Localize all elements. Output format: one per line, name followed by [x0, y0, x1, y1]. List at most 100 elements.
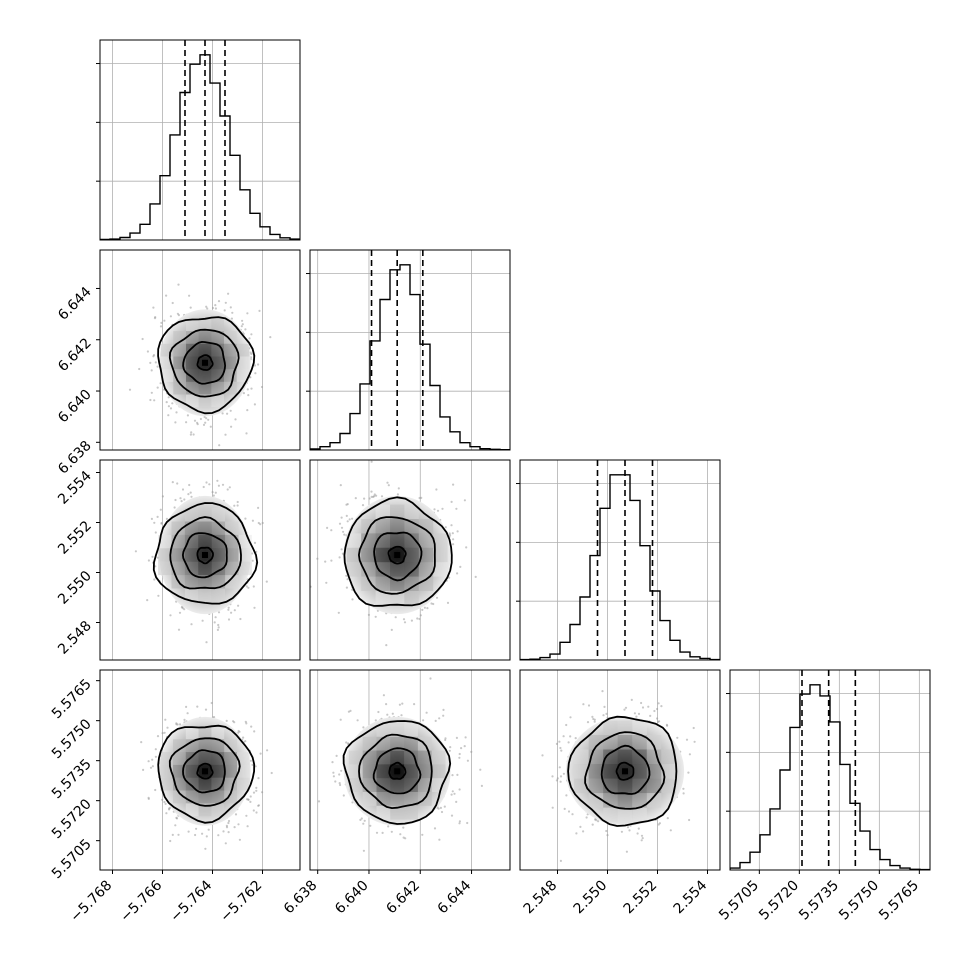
contour-level-1	[584, 731, 666, 810]
sample-point	[266, 749, 269, 752]
sample-point	[374, 615, 377, 618]
contour-level-1	[168, 737, 241, 807]
density-cell	[404, 723, 418, 737]
density-cell	[160, 777, 173, 791]
sample-point	[325, 581, 328, 584]
sample-point	[261, 521, 264, 525]
sample-point	[183, 718, 186, 722]
sample-point	[453, 792, 456, 795]
sample-point	[373, 493, 376, 496]
sample-point	[362, 726, 365, 729]
density-cell	[603, 764, 618, 779]
sample-point	[455, 800, 458, 804]
density-cell	[375, 576, 390, 591]
sample-point	[154, 361, 157, 364]
xtick-label: −5.766	[117, 877, 165, 925]
sample-point	[410, 619, 413, 622]
ytick-label: 2.550	[55, 568, 95, 608]
sample-point	[369, 824, 372, 827]
sample-point	[657, 823, 660, 826]
sample-point	[569, 716, 572, 719]
sample-point	[153, 399, 156, 402]
density-cell	[198, 318, 212, 332]
sample-point	[391, 712, 394, 715]
sample-point	[247, 798, 250, 801]
sample-point	[175, 816, 178, 820]
density-cell	[171, 548, 185, 562]
density-cell	[173, 752, 186, 765]
sample-point	[458, 788, 461, 791]
sample-point	[257, 804, 260, 807]
peak-marker	[622, 768, 628, 775]
density-cell	[158, 548, 172, 562]
density-cell	[185, 752, 199, 765]
sample-point	[163, 319, 166, 322]
density-cell	[224, 790, 237, 804]
contour-level-3	[196, 546, 214, 565]
density-cell	[404, 736, 418, 751]
sample-point	[189, 306, 192, 309]
sample-point	[370, 460, 373, 463]
sample-point	[640, 701, 643, 705]
sample-point	[403, 621, 407, 624]
contour-level-2	[182, 340, 227, 385]
sample-point	[253, 730, 256, 733]
sample-point	[257, 363, 260, 366]
density-cell	[185, 726, 199, 740]
sample-point	[177, 833, 180, 836]
sample-point	[413, 703, 416, 706]
sample-point	[210, 701, 213, 705]
contour-level-3	[388, 761, 407, 780]
sample-point	[400, 714, 403, 717]
sample-point	[227, 831, 230, 834]
sample-point	[372, 495, 375, 498]
sample-point	[244, 517, 247, 520]
sample-point	[361, 504, 365, 507]
sample-point	[187, 830, 190, 833]
density-cell	[237, 777, 250, 791]
sample-point	[420, 496, 423, 499]
sample-point	[641, 837, 644, 840]
panel-2-2	[516, 459, 721, 661]
sample-point	[394, 616, 397, 619]
density-cell	[617, 749, 633, 764]
density-cell	[198, 394, 212, 408]
xtick-label: −5.762	[217, 878, 265, 926]
sample-point	[177, 628, 181, 631]
sample-point	[551, 806, 554, 809]
density-cell	[603, 749, 618, 764]
density-cell	[632, 749, 647, 764]
sample-point	[593, 720, 596, 723]
sample-point	[356, 719, 359, 722]
sample-point	[368, 497, 371, 500]
density-cell	[225, 548, 239, 562]
density-cell	[224, 739, 237, 753]
sample-point	[230, 611, 233, 614]
sample-point	[250, 352, 253, 356]
sample-point	[605, 712, 608, 716]
sample-point	[237, 604, 240, 607]
density-cell	[390, 504, 405, 519]
sample-point	[265, 580, 268, 583]
sample-point	[260, 385, 264, 389]
sample-point	[173, 506, 176, 509]
density-cell	[173, 381, 186, 395]
sample-point	[213, 621, 216, 624]
sample-point	[211, 306, 215, 310]
density-cell	[198, 521, 212, 535]
sample-point	[176, 482, 179, 485]
sample-point	[212, 494, 215, 497]
sample-point	[444, 737, 447, 740]
sample-point	[169, 839, 172, 843]
sample-point	[382, 443, 384, 445]
histogram-1	[310, 264, 510, 450]
sample-point	[338, 556, 341, 559]
sample-point	[146, 599, 149, 602]
density-cell	[376, 764, 391, 779]
sample-point	[345, 741, 348, 744]
sample-point	[190, 623, 193, 626]
sample-point	[579, 825, 582, 829]
sample-point	[458, 820, 461, 823]
sample-point	[362, 822, 365, 825]
